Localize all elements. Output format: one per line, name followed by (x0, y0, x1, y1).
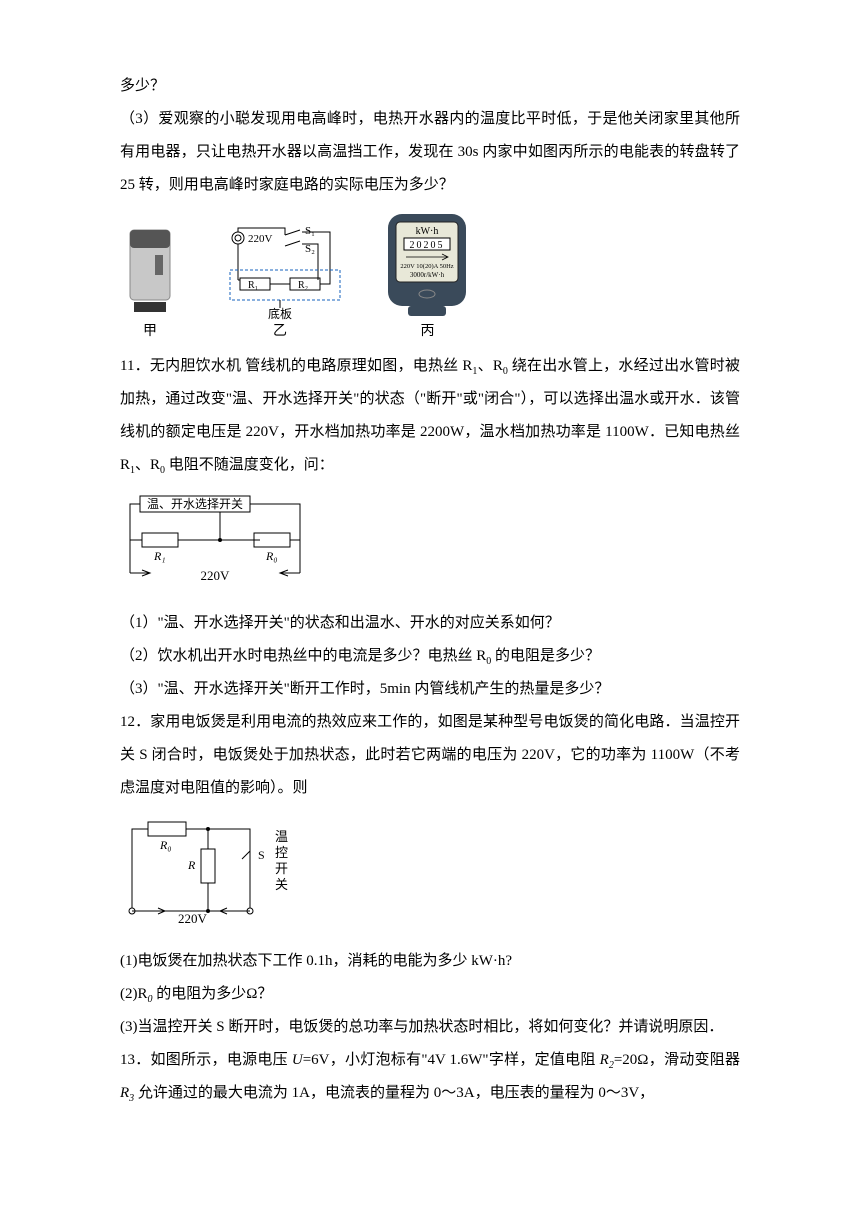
figure-meter: kW·h 20205 220V 10(20)A 50Hz 3000r/kW·h … (380, 210, 475, 342)
circuit2-switch: 温、开水选择开关 (147, 497, 243, 511)
meter-line1: 220V 10(20)A 50Hz (400, 263, 453, 270)
circuit2-r1: R₁ (153, 549, 166, 563)
q11-sub1: （1）"温、开水选择开关"的状态和出温水、开水的对应关系如何？ (120, 607, 740, 640)
circuit3-label-4: 关 (275, 877, 288, 892)
circuit2-r0: R₀ (265, 549, 278, 563)
q13-p1: 13．如图所示，电源电压 U=6V，小灯泡标有"4V 1.6W"字样，定值电阻 … (120, 1044, 740, 1110)
meter-header: kW·h (416, 226, 439, 237)
circuit3-s: S (258, 848, 265, 862)
circuit1-base: 底板 (268, 306, 292, 320)
figure-circuit-3: R₀ R S 温 控 开 关 220V (120, 811, 740, 939)
fig-label-c: 丙 (421, 322, 435, 342)
intro-p1: 多少？ (120, 70, 740, 103)
intro-p2: （3）爱观察的小聪发现用电高峰时，电热开水器内的温度比平时低，于是他关闭家里其他… (120, 103, 740, 202)
circuit3-voltage: 220V (178, 911, 208, 926)
circuit3-label-3: 开 (275, 861, 288, 876)
meter-line2: 3000r/kW·h (410, 271, 445, 279)
circuit3-r: R (187, 858, 196, 872)
q12-sub3: (3)当温控开关 S 断开时，电饭煲的总功率与加热状态时相比，将如何变化？并请说… (120, 1011, 740, 1044)
figure-circuit-2: 温、开水选择开关 R₁ R₀ 220V (120, 488, 740, 601)
q12-sub2: (2)R0 的电阻为多少Ω？ (120, 978, 740, 1011)
circuit1-s2: S₂ (305, 243, 315, 255)
circuit3-label-1: 温 (275, 829, 288, 844)
figure-circuit-1: 220V S₁ S₂ R₁ R₂ 底板 乙 (210, 220, 350, 342)
q11-sub2: （2）饮水机出开水时电热丝中的电流是多少？电热丝 R0 的电阻是多少？ (120, 640, 740, 673)
circuit3-r0: R₀ (159, 838, 172, 852)
circuit2-voltage: 220V (201, 568, 231, 583)
circuit1-r2: R₂ (298, 280, 308, 291)
fig-label-a: 甲 (143, 322, 157, 342)
figure-heater: 甲 (120, 220, 180, 342)
meter-svg: kW·h 20205 220V 10(20)A 50Hz 3000r/kW·h (380, 210, 475, 320)
heater-svg (120, 220, 180, 320)
meter-digits: 20205 (410, 240, 445, 251)
q12-p1: 12．家用电饭煲是利用电流的热效应来工作的，如图是某种型号电饭煲的简化电路．当温… (120, 706, 740, 805)
circuit1-r1: R₁ (248, 280, 258, 291)
circuit1-s1: S₁ (305, 225, 315, 237)
circuit2-svg: 温、开水选择开关 R₁ R₀ 220V (120, 488, 320, 588)
circuit1-voltage: 220V (248, 233, 273, 245)
circuit3-svg: R₀ R S 温 控 开 关 220V (120, 811, 320, 926)
circuit1-svg: 220V S₁ S₂ R₁ R₂ 底板 (210, 220, 350, 320)
circuit3-label-2: 控 (275, 845, 288, 860)
q11-p1: 11．无内胆饮水机 管线机的电路原理如图，电热丝 R1、R0 绕在出水管上，水经… (120, 350, 740, 482)
fig-label-b: 乙 (273, 322, 287, 342)
q11-sub3: （3）"温、开水选择开关"断开工作时，5min 内管线机产生的热量是多少？ (120, 673, 740, 706)
q12-sub1: (1)电饭煲在加热状态下工作 0.1h，消耗的电能为多少 kW·h? (120, 945, 740, 978)
figure-row-1: 甲 220V S₁ S₂ R₁ R₂ 底板 乙 kW·h (120, 210, 740, 342)
